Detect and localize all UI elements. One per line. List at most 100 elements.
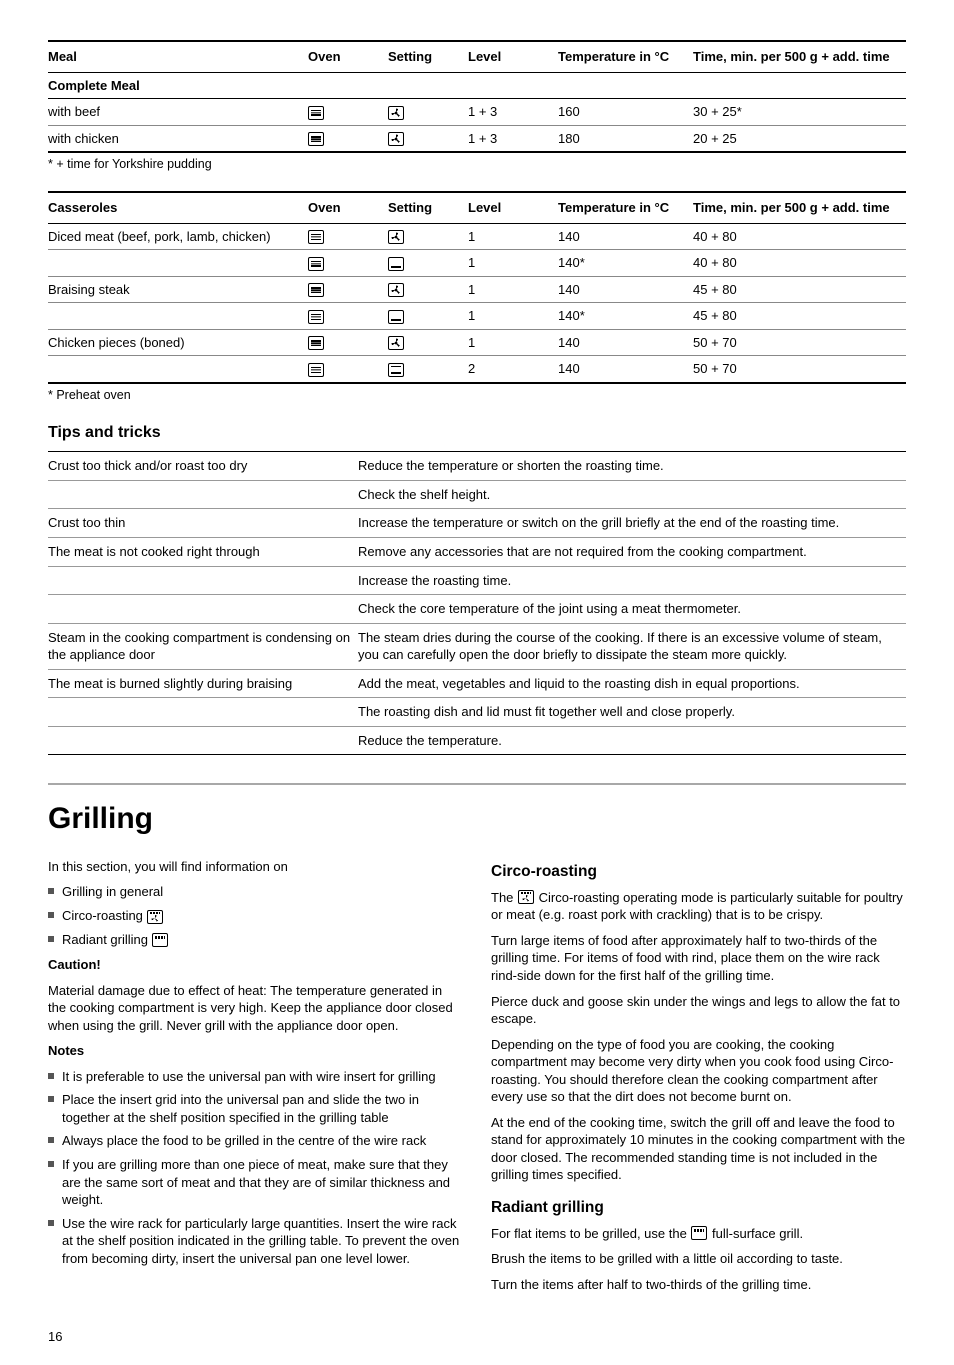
tip-advice: Increase the roasting time. bbox=[358, 566, 906, 595]
radiant-heading: Radiant grilling bbox=[491, 1198, 906, 1219]
tip-issue: Steam in the cooking compartment is cond… bbox=[48, 623, 358, 669]
time-cell: 45 + 80 bbox=[693, 276, 906, 303]
meal-cell bbox=[48, 250, 308, 277]
grilling-title: Grilling bbox=[48, 799, 906, 840]
fan-icon bbox=[388, 283, 404, 297]
tip-advice: Reduce the temperature. bbox=[358, 726, 906, 755]
th-meal: Meal bbox=[48, 41, 308, 72]
oven-cell bbox=[308, 250, 388, 277]
meal-cell bbox=[48, 303, 308, 330]
setting-cell bbox=[388, 125, 468, 152]
grilling-intro: In this section, you will find informati… bbox=[48, 858, 463, 876]
tip-issue: Crust too thick and/or roast too dry bbox=[48, 452, 358, 481]
setting-cell bbox=[388, 250, 468, 277]
level-cell: 1 bbox=[468, 329, 558, 356]
oven-icon bbox=[308, 363, 324, 377]
intro-bullet: Radiant grilling bbox=[48, 931, 463, 949]
tip-issue: The meat is burned slightly during brais… bbox=[48, 669, 358, 698]
complete-meal-subhead: Complete Meal bbox=[48, 72, 906, 99]
oven-icon bbox=[308, 257, 324, 271]
th2-time: Time, min. per 500 g + add. time bbox=[693, 192, 906, 223]
table1-footnote: * + time for Yorkshire pudding bbox=[48, 156, 906, 173]
level-cell: 2 bbox=[468, 356, 558, 383]
paragraph: For flat items to be grilled, use the fu… bbox=[491, 1225, 906, 1243]
paragraph: The Circo-roasting operating mode is par… bbox=[491, 889, 906, 924]
circo-heading: Circo-roasting bbox=[491, 862, 906, 883]
bottom-icon bbox=[388, 310, 404, 324]
meal-cell: Chicken pieces (boned) bbox=[48, 329, 308, 356]
fan-icon bbox=[388, 230, 404, 244]
setting-cell bbox=[388, 99, 468, 126]
paragraph: Pierce duck and goose skin under the win… bbox=[491, 993, 906, 1028]
temp-cell: 140 bbox=[558, 223, 693, 250]
circo-icon bbox=[147, 910, 163, 924]
tip-advice: Increase the temperature or switch on th… bbox=[358, 509, 906, 538]
tip-issue bbox=[48, 595, 358, 624]
tips-table: Crust too thick and/or roast too dry Red… bbox=[48, 451, 906, 755]
meal-cell: Diced meat (beef, pork, lamb, chicken) bbox=[48, 223, 308, 250]
time-cell: 50 + 70 bbox=[693, 329, 906, 356]
note-bullet: It is preferable to use the universal pa… bbox=[48, 1068, 463, 1086]
level-cell: 1 bbox=[468, 223, 558, 250]
grill-icon bbox=[152, 933, 168, 947]
tip-advice: Check the shelf height. bbox=[358, 480, 906, 509]
tip-issue: Crust too thin bbox=[48, 509, 358, 538]
table2-footnote: * Preheat oven bbox=[48, 387, 906, 404]
meal-table: Meal Oven Setting Level Temperature in °… bbox=[48, 40, 906, 153]
oven-cell bbox=[308, 125, 388, 152]
meal-cell: Braising steak bbox=[48, 276, 308, 303]
tip-issue bbox=[48, 726, 358, 755]
tip-issue bbox=[48, 480, 358, 509]
oven-cell bbox=[308, 223, 388, 250]
th2-oven: Oven bbox=[308, 192, 388, 223]
paragraph: Turn large items of food after approxima… bbox=[491, 932, 906, 985]
bottom-icon bbox=[388, 257, 404, 271]
time-cell: 30 + 25* bbox=[693, 99, 906, 126]
fan-icon bbox=[388, 106, 404, 120]
tip-advice: Add the meat, vegetables and liquid to t… bbox=[358, 669, 906, 698]
grill-icon bbox=[691, 1226, 707, 1240]
time-cell: 45 + 80 bbox=[693, 303, 906, 330]
paragraph: Depending on the type of food you are co… bbox=[491, 1036, 906, 1106]
oven-cell bbox=[308, 276, 388, 303]
oven-cell bbox=[308, 99, 388, 126]
time-cell: 20 + 25 bbox=[693, 125, 906, 152]
level-cell: 1 bbox=[468, 250, 558, 277]
oven-icon bbox=[308, 283, 324, 297]
temp-cell: 140 bbox=[558, 276, 693, 303]
th2-temp: Temperature in °C bbox=[558, 192, 693, 223]
meal-cell: with chicken bbox=[48, 125, 308, 152]
page-number: 16 bbox=[48, 1328, 906, 1346]
setting-cell bbox=[388, 356, 468, 383]
circo-icon bbox=[518, 890, 534, 904]
level-cell: 1 bbox=[468, 276, 558, 303]
oven-icon bbox=[308, 310, 324, 324]
setting-cell bbox=[388, 329, 468, 356]
tip-advice: Remove any accessories that are not requ… bbox=[358, 538, 906, 567]
temp-cell: 180 bbox=[558, 125, 693, 152]
th2-meal: Casseroles bbox=[48, 192, 308, 223]
fan-icon bbox=[388, 132, 404, 146]
oven-cell bbox=[308, 329, 388, 356]
oven-icon bbox=[308, 106, 324, 120]
oven-icon bbox=[308, 230, 324, 244]
level-cell: 1 bbox=[468, 303, 558, 330]
th-temp: Temperature in °C bbox=[558, 41, 693, 72]
notes-list: It is preferable to use the universal pa… bbox=[48, 1068, 463, 1267]
th2-set: Setting bbox=[388, 192, 468, 223]
oven-cell bbox=[308, 356, 388, 383]
paragraph: Brush the items to be grilled with a lit… bbox=[491, 1250, 906, 1268]
th-set: Setting bbox=[388, 41, 468, 72]
paragraph: At the end of the cooking time, switch t… bbox=[491, 1114, 906, 1184]
th-time: Time, min. per 500 g + add. time bbox=[693, 41, 906, 72]
caution-heading: Caution! bbox=[48, 956, 463, 974]
temp-cell: 140 bbox=[558, 329, 693, 356]
paragraph: Turn the items after half to two-thirds … bbox=[491, 1276, 906, 1294]
tip-advice: The steam dries during the course of the… bbox=[358, 623, 906, 669]
setting-cell bbox=[388, 276, 468, 303]
notes-heading: Notes bbox=[48, 1042, 463, 1060]
intro-bullet: Circo-roasting bbox=[48, 907, 463, 925]
casserole-table: Casseroles Oven Setting Level Temperatur… bbox=[48, 191, 906, 384]
th-oven: Oven bbox=[308, 41, 388, 72]
tips-heading: Tips and tricks bbox=[48, 422, 906, 444]
